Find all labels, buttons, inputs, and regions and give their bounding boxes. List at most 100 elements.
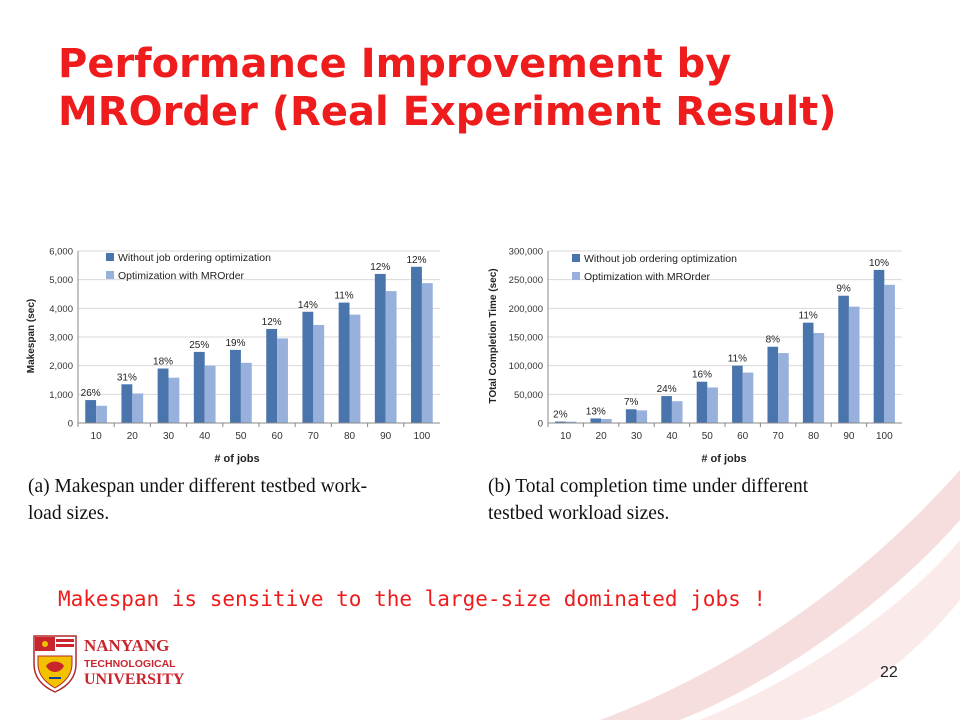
y-tick-label: 200,000 — [509, 304, 543, 315]
ntu-logo: NANYANG TECHNOLOGICAL UNIVERSITY — [33, 635, 185, 693]
bar-mrorder — [565, 421, 577, 423]
improvement-label: 25% — [189, 340, 209, 351]
bar-without-ordering — [121, 384, 133, 423]
bar-without-ordering — [338, 302, 350, 423]
chart-legend: Without job ordering optimization Optimi… — [106, 252, 271, 282]
y-tick-label: 3,000 — [49, 333, 73, 344]
legend-swatch-without — [572, 254, 580, 262]
bar-without-ordering — [802, 322, 814, 423]
bar-without-ordering — [661, 396, 672, 423]
x-tick-label: 10 — [91, 431, 103, 442]
x-tick-label: 20 — [127, 431, 139, 442]
crest-icon — [33, 635, 77, 693]
bar-mrorder — [96, 405, 107, 423]
x-tick-label: 80 — [808, 431, 820, 442]
x-axis-label: # of jobs — [701, 453, 746, 465]
improvement-label: 18% — [153, 357, 173, 368]
y-tick-labels: 0 1,000 2,000 3,000 4,000 5,000 6,000 — [49, 247, 73, 430]
bar-without-ordering — [411, 266, 422, 423]
x-tick-label: 30 — [631, 431, 643, 442]
x-tick-label: 40 — [666, 431, 678, 442]
y-tick-label: 250,000 — [509, 275, 543, 286]
improvement-label: 12% — [406, 255, 426, 266]
bar-mrorder — [742, 372, 754, 423]
caption-b-line-2: testbed workload sizes. — [488, 503, 670, 524]
x-tick-label: 30 — [163, 431, 175, 442]
bar-without-ordering — [873, 269, 885, 423]
caption-a-line-2: load sizes. — [28, 503, 110, 524]
x-tick-labels: 10 20 30 40 50 60 70 80 90 100 — [547, 423, 893, 442]
bar-without-ordering — [838, 295, 849, 423]
bar-mrorder — [240, 362, 252, 423]
bar-mrorder — [349, 314, 361, 423]
y-tick-label: 50,000 — [514, 390, 543, 401]
improvement-label: 14% — [298, 300, 318, 311]
bar-without-ordering — [193, 351, 205, 423]
bar-mrorder — [848, 306, 860, 423]
bar-without-ordering — [696, 381, 708, 423]
x-tick-label: 60 — [737, 431, 749, 442]
bar-without-ordering — [374, 273, 386, 423]
y-tick-label: 6,000 — [49, 247, 73, 258]
caption-b-line-1: (b) Total completion time under differen… — [488, 476, 809, 497]
legend-label-mrorder: Optimization with MROrder — [118, 270, 245, 282]
y-tick-label: 2,000 — [49, 361, 73, 372]
improvement-label: 11% — [334, 291, 353, 302]
makespan-chart: 26% 31% 18% 25% 19% 12% 14% 11% 12% 12% 0 1,000 2,0… — [22, 236, 452, 468]
bar-mrorder — [204, 365, 216, 423]
bar-without-ordering — [85, 400, 97, 423]
x-tick-label: 100 — [414, 431, 431, 442]
x-axis-label: # of jobs — [214, 453, 259, 465]
chart-legend: Without job ordering optimization Optimi… — [572, 253, 737, 283]
legend-label-mrorder: Optimization with MROrder — [584, 271, 711, 283]
bar-without-ordering — [157, 368, 169, 423]
title-line-1: Performance Improvement by — [58, 41, 732, 87]
swoosh-band-inner — [700, 540, 960, 720]
y-tick-label: 5,000 — [49, 275, 73, 286]
chart-annotations: 26% 31% 18% 25% 19% 12% 14% 11% 12% 12% — [81, 255, 427, 399]
bar-without-ordering — [625, 409, 637, 423]
bar-mrorder — [601, 418, 612, 423]
bar-mrorder — [884, 284, 895, 423]
bar-mrorder — [313, 324, 325, 423]
y-axis-label: TOtal Completion Time (sec) — [488, 268, 499, 403]
x-tick-labels: 10 20 30 40 50 60 70 80 90 100 — [77, 423, 431, 442]
caption-a: (a) Makespan under different testbed wor… — [28, 473, 448, 527]
bar-without-ordering — [590, 418, 602, 423]
y-tick-label: 100,000 — [509, 361, 543, 372]
improvement-label: 12% — [370, 262, 390, 273]
page-number: 22 — [880, 664, 898, 681]
bar-mrorder — [636, 410, 648, 423]
improvement-label: 16% — [692, 370, 712, 381]
improvement-label: 8% — [766, 335, 781, 346]
x-tick-label: 80 — [344, 431, 356, 442]
y-tick-label: 4,000 — [49, 304, 73, 315]
title-line-2: MROrder (Real Experiment Result) — [58, 89, 837, 135]
x-tick-label: 50 — [235, 431, 247, 442]
caption-b: (b) Total completion time under differen… — [488, 473, 908, 527]
y-tick-label: 0 — [538, 419, 543, 430]
legend-swatch-without — [106, 253, 114, 261]
x-tick-label: 70 — [773, 431, 785, 442]
y-tick-label: 0 — [68, 419, 73, 430]
improvement-label: 10% — [869, 258, 889, 269]
bar-without-ordering — [732, 365, 743, 423]
bar-mrorder — [813, 332, 825, 423]
bar-without-ordering — [555, 421, 566, 423]
x-tick-label: 20 — [596, 431, 608, 442]
bar-mrorder — [385, 291, 397, 423]
improvement-label: 9% — [836, 284, 851, 295]
x-tick-label: 100 — [876, 431, 893, 442]
bar-mrorder — [778, 353, 789, 423]
chart-annotations: 2% 13% 7% 24% 16% 11% 8% 11% 9% 10% — [553, 258, 889, 421]
improvement-label: 13% — [586, 406, 606, 417]
improvement-label: 11% — [728, 354, 747, 365]
y-tick-label: 1,000 — [49, 390, 73, 401]
x-tick-label: 60 — [272, 431, 284, 442]
y-axis-label: Makespan (sec) — [26, 299, 37, 373]
bar-mrorder — [671, 401, 683, 423]
y-tick-label: 150,000 — [509, 333, 543, 344]
improvement-label: 12% — [262, 317, 282, 328]
bar-without-ordering — [230, 349, 241, 423]
